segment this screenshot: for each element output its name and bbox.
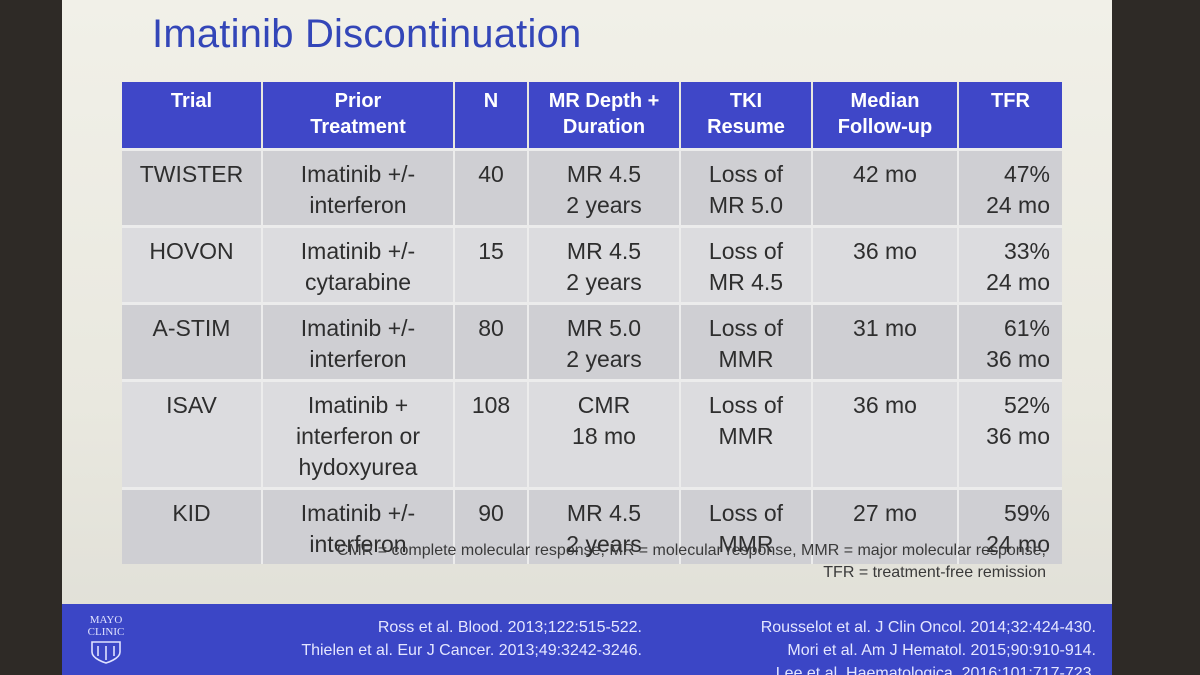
cell-trial: HOVON [122,225,263,304]
header-n: N [454,82,529,150]
logo-line-2: CLINIC [87,626,125,638]
cell-tfr: 47% 24 mo [958,148,1062,227]
cell-n: 15 [454,225,529,304]
logo-line-1: MAYO [89,614,123,626]
table-row: HOVON Imatinib +/- cytarabine 15 MR 4.5 … [122,225,1062,304]
footer-bar: MAYO CLINIC Ross et al. Blood. 2013;122:… [62,604,1112,675]
cell-prior-treatment: Imatinib +/- interferon [262,487,455,564]
cell-prior-treatment: Imatinib +/- interferon [262,302,455,381]
header-median-follow-up: Median Follow-up [812,82,959,150]
table-header-row: Trial Prior Treatment N MR Depth + Durat… [122,82,1062,150]
cell-trial: KID [122,487,263,564]
cell-prior-treatment: Imatinib +/- interferon [262,148,455,227]
table-row: KID Imatinib +/- interferon 90 MR 4.5 2 … [122,487,1062,564]
cell-trial: ISAV [122,379,263,489]
cell-mr-depth: MR 4.5 2 years [528,148,681,227]
cell-prior-treatment: Imatinib +/- cytarabine [262,225,455,304]
cell-tfr: 59% 24 mo [958,487,1062,564]
cell-n: 80 [454,302,529,381]
cell-prior-treatment: Imatinib + interferon or hydoxyurea [262,379,455,489]
references-right: Rousselot et al. J Clin Oncol. 2014;32:4… [760,619,1096,675]
cell-tki-resume: Loss of MMR [680,379,813,489]
header-tfr: TFR [958,82,1062,150]
cell-mr-depth: MR 4.5 2 years [528,225,681,304]
cell-n: 108 [454,379,529,489]
cell-median-follow-up: 36 mo [812,225,959,304]
cell-mr-depth: CMR 18 mo [528,379,681,489]
header-tki-resume: TKI Resume [680,82,813,150]
shield-icon [91,641,121,664]
cell-median-follow-up: 27 mo [812,487,959,564]
cell-tki-resume: Loss of MMR [680,487,813,564]
cell-mr-depth: MR 4.5 2 years [528,487,681,564]
table-row: A-STIM Imatinib +/- interferon 80 MR 5.0… [122,302,1062,381]
cell-n: 90 [454,487,529,564]
header-prior-treatment: Prior Treatment [262,82,455,150]
cell-mr-depth: MR 5.0 2 years [528,302,681,381]
references-left: Ross et al. Blood. 2013;122:515-522. Thi… [301,619,642,659]
cell-n: 40 [454,148,529,227]
slide: Imatinib Discontinuation Trial Prior Tre… [62,0,1112,675]
abbreviations-footnote: CMR = complete molecular response, MR = … [336,542,1046,581]
header-mr-depth-duration: MR Depth + Duration [528,82,681,150]
cell-tfr: 61% 36 mo [958,302,1062,381]
cell-trial: TWISTER [122,148,263,227]
table-row: ISAV Imatinib + interferon or hydoxyurea… [122,379,1062,489]
mayo-clinic-logo: MAYO CLINIC [76,614,136,664]
header-trial: Trial [122,82,263,150]
cell-median-follow-up: 31 mo [812,302,959,381]
cell-tki-resume: Loss of MR 5.0 [680,148,813,227]
cell-tki-resume: Loss of MMR [680,302,813,381]
cell-tfr: 52% 36 mo [958,379,1062,489]
cell-median-follow-up: 42 mo [812,148,959,227]
cell-trial: A-STIM [122,302,263,381]
cell-tki-resume: Loss of MR 4.5 [680,225,813,304]
cell-median-follow-up: 36 mo [812,379,959,489]
slide-title: Imatinib Discontinuation [152,12,582,56]
table-row: TWISTER Imatinib +/- interferon 40 MR 4.… [122,148,1062,227]
trials-table: Trial Prior Treatment N MR Depth + Durat… [122,82,1062,564]
cell-tfr: 33% 24 mo [958,225,1062,304]
